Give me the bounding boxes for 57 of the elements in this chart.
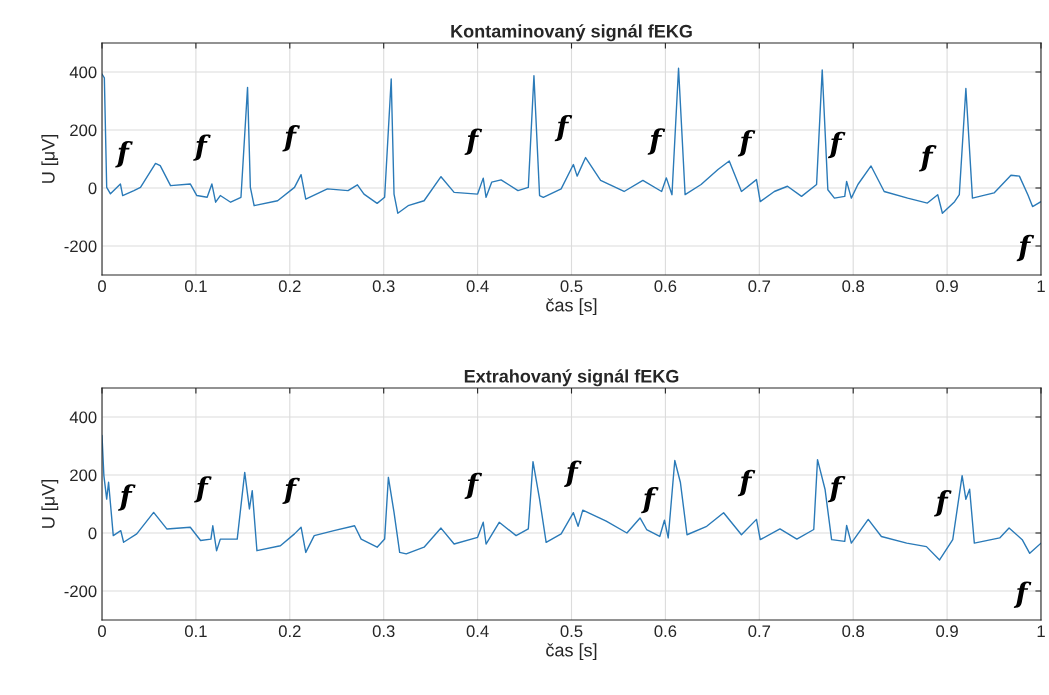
x-tick-label: 0.7 [748,280,771,293]
annotation: f [934,490,952,517]
y-tick-label: 200 [70,124,97,137]
chart-title: Kontaminovaný signál fEKG [451,24,692,42]
annotation: f [194,476,212,503]
annotation: f [737,130,756,157]
x-tick-label: 0.9 [936,280,958,293]
x-tick-label: 0.9 [936,625,958,638]
annotation: f [1013,581,1032,608]
x-axis-title: čas [s] [546,298,597,316]
y-tick-label: 400 [69,66,97,79]
x-axis-title: čas [s] [546,643,597,661]
x-tick-label: 0.1 [184,280,207,293]
annotation: f [554,114,573,142]
annotation: f [1016,234,1035,262]
x-tick-label: 0 [98,280,106,293]
annotation: f [464,472,483,500]
annotation: f [641,486,659,514]
chart-title: Extrahovaný signál fEKG [464,369,679,387]
x-tick-label: 0.5 [560,625,583,638]
x-tick-label: 0.6 [654,625,677,638]
y-tick-label: -200 [64,240,97,253]
x-tick-label: 0.8 [842,625,865,638]
x-tick-label: 0.5 [560,280,583,293]
x-tick-label: 0.2 [278,625,301,638]
annotation: f [464,128,483,155]
x-tick-label: 0.4 [466,280,489,293]
x-tick-label: 0.4 [466,625,489,638]
y-tick-label: 0 [88,527,97,540]
x-tick-label: 0.7 [748,625,771,638]
annotation: f [564,460,582,487]
y-axis-title: U [μV] [41,135,59,183]
annotation: f [827,131,846,159]
x-tick-label: 0.2 [278,280,301,293]
y-axis-title: U [μV] [41,480,59,528]
line-series [102,67,1041,214]
y-tick-label: -200 [64,585,97,598]
annotation: f [827,475,846,503]
x-tick-label: 0.6 [654,280,677,293]
annotation: f [919,145,937,172]
annotation: f [193,134,211,161]
y-tick-label: 0 [88,182,97,195]
annotation: f [115,141,133,168]
annotation: f [282,125,300,152]
x-tick-label: 1 [1037,280,1045,292]
annotation: f [647,128,666,155]
x-tick-label: 0.3 [372,625,395,638]
y-tick-label: 200 [70,469,97,482]
y-tick-label: 400 [69,411,97,424]
annotation: f [118,484,136,511]
annotation: f [282,477,300,505]
x-tick-label: 0.8 [842,280,865,293]
x-tick-label: 0.3 [372,280,395,293]
x-tick-label: 0.1 [184,625,207,638]
annotation: f [737,469,756,497]
x-tick-label: 0 [98,625,106,638]
x-tick-label: 1 [1037,625,1045,637]
